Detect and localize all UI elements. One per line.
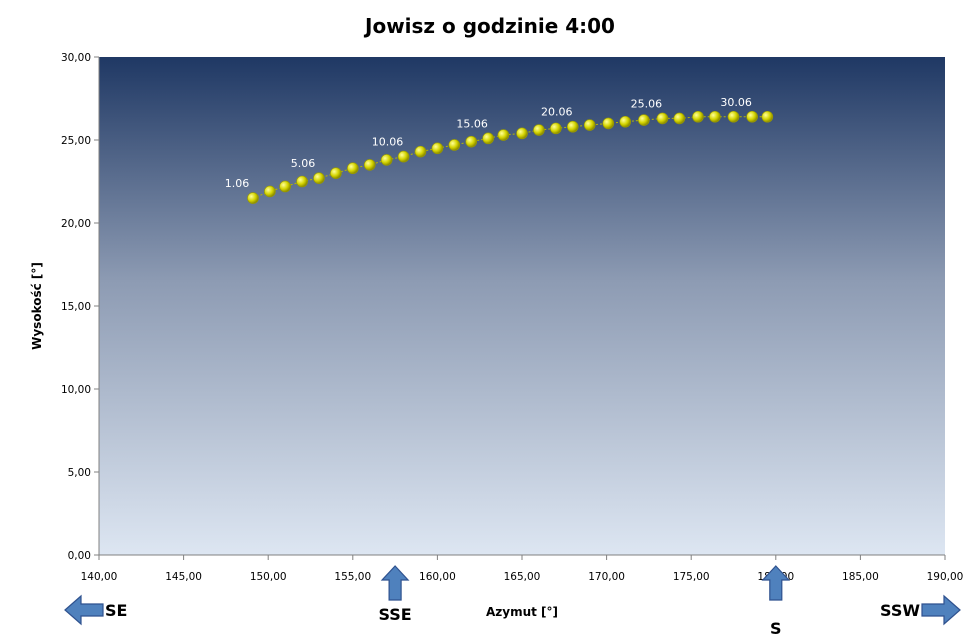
data-point	[397, 150, 410, 163]
data-point	[566, 120, 579, 133]
y-tick-label: 25,00	[61, 135, 91, 147]
data-point	[583, 119, 596, 131]
x-tick-label: 160,00	[419, 571, 456, 583]
point-label: 5.06	[291, 157, 316, 170]
point-label: 30.06	[720, 96, 752, 109]
data-point	[619, 115, 632, 128]
y-tick-group: 0,00 5,00 10,00 15,00 20,00 25,00 30,00	[61, 52, 99, 562]
direction-markers: SE SSE S SSW	[64, 565, 961, 638]
data-point	[746, 110, 758, 123]
data-point	[497, 129, 510, 141]
x-tick-label: 190,00	[927, 571, 964, 583]
x-tick-label: 170,00	[588, 571, 625, 583]
data-point	[296, 175, 308, 188]
data-point	[727, 110, 740, 123]
plot-area	[99, 57, 945, 555]
x-tick-label: 145,00	[165, 571, 202, 583]
x-tick-label: 185,00	[842, 571, 879, 583]
data-point	[673, 112, 686, 125]
y-tick-label: 10,00	[61, 384, 91, 396]
data-point	[465, 135, 478, 148]
point-label: 15.06	[456, 117, 488, 130]
x-tick-label: 165,00	[504, 571, 541, 583]
data-point	[264, 185, 276, 198]
data-point	[346, 162, 359, 175]
data-point	[602, 117, 615, 130]
x-tick-label: 175,00	[673, 571, 710, 583]
direction-arrow-icon	[380, 565, 410, 601]
point-labels: 1.06 5.06 10.06 15.06 20.06 25.06 30.06	[225, 96, 752, 190]
point-label: 10.06	[372, 136, 404, 149]
data-point	[330, 167, 342, 179]
data-point	[656, 112, 669, 125]
direction-label: SSW	[880, 601, 920, 620]
data-point	[482, 132, 494, 145]
x-tick-label: 155,00	[334, 571, 371, 583]
data-point	[414, 145, 427, 158]
data-point	[761, 110, 774, 123]
y-tick-label: 20,00	[61, 218, 91, 230]
direction-label: SE	[105, 601, 127, 620]
x-tick-label: 140,00	[81, 571, 118, 583]
data-point	[533, 124, 545, 136]
direction-label: SSE	[378, 605, 411, 624]
direction-arrow-icon	[761, 565, 791, 601]
chart-title: Jowisz o godzinie 4:00	[363, 14, 615, 38]
data-points	[247, 110, 774, 204]
data-point	[279, 180, 291, 193]
y-axis-title: Wysokość [°]	[30, 262, 44, 350]
data-point	[313, 172, 325, 184]
point-label: 1.06	[225, 177, 250, 190]
point-label: 25.06	[631, 97, 663, 110]
y-tick-label: 30,00	[61, 52, 91, 64]
data-point	[550, 122, 562, 135]
x-tick-label: 150,00	[250, 571, 287, 583]
y-tick-label: 0,00	[68, 550, 91, 562]
direction-arrow-icon	[921, 594, 961, 626]
x-tick-group: 140,00 145,00 150,00 155,00 160,00 165,00 170,…	[81, 555, 964, 583]
y-tick-label: 15,00	[61, 301, 91, 313]
direction-label: S	[770, 619, 782, 638]
x-axis-title: Azymut [°]	[486, 605, 558, 619]
data-point	[709, 110, 721, 123]
data-point	[431, 142, 444, 155]
data-point	[247, 192, 259, 204]
y-tick-label: 5,00	[68, 467, 91, 479]
data-point	[692, 110, 704, 123]
data-point	[380, 154, 393, 166]
data-point	[363, 159, 376, 171]
data-point	[516, 127, 528, 140]
data-point	[448, 139, 461, 151]
point-label: 20.06	[541, 106, 573, 119]
data-point	[638, 114, 650, 126]
direction-arrow-icon	[64, 594, 104, 626]
